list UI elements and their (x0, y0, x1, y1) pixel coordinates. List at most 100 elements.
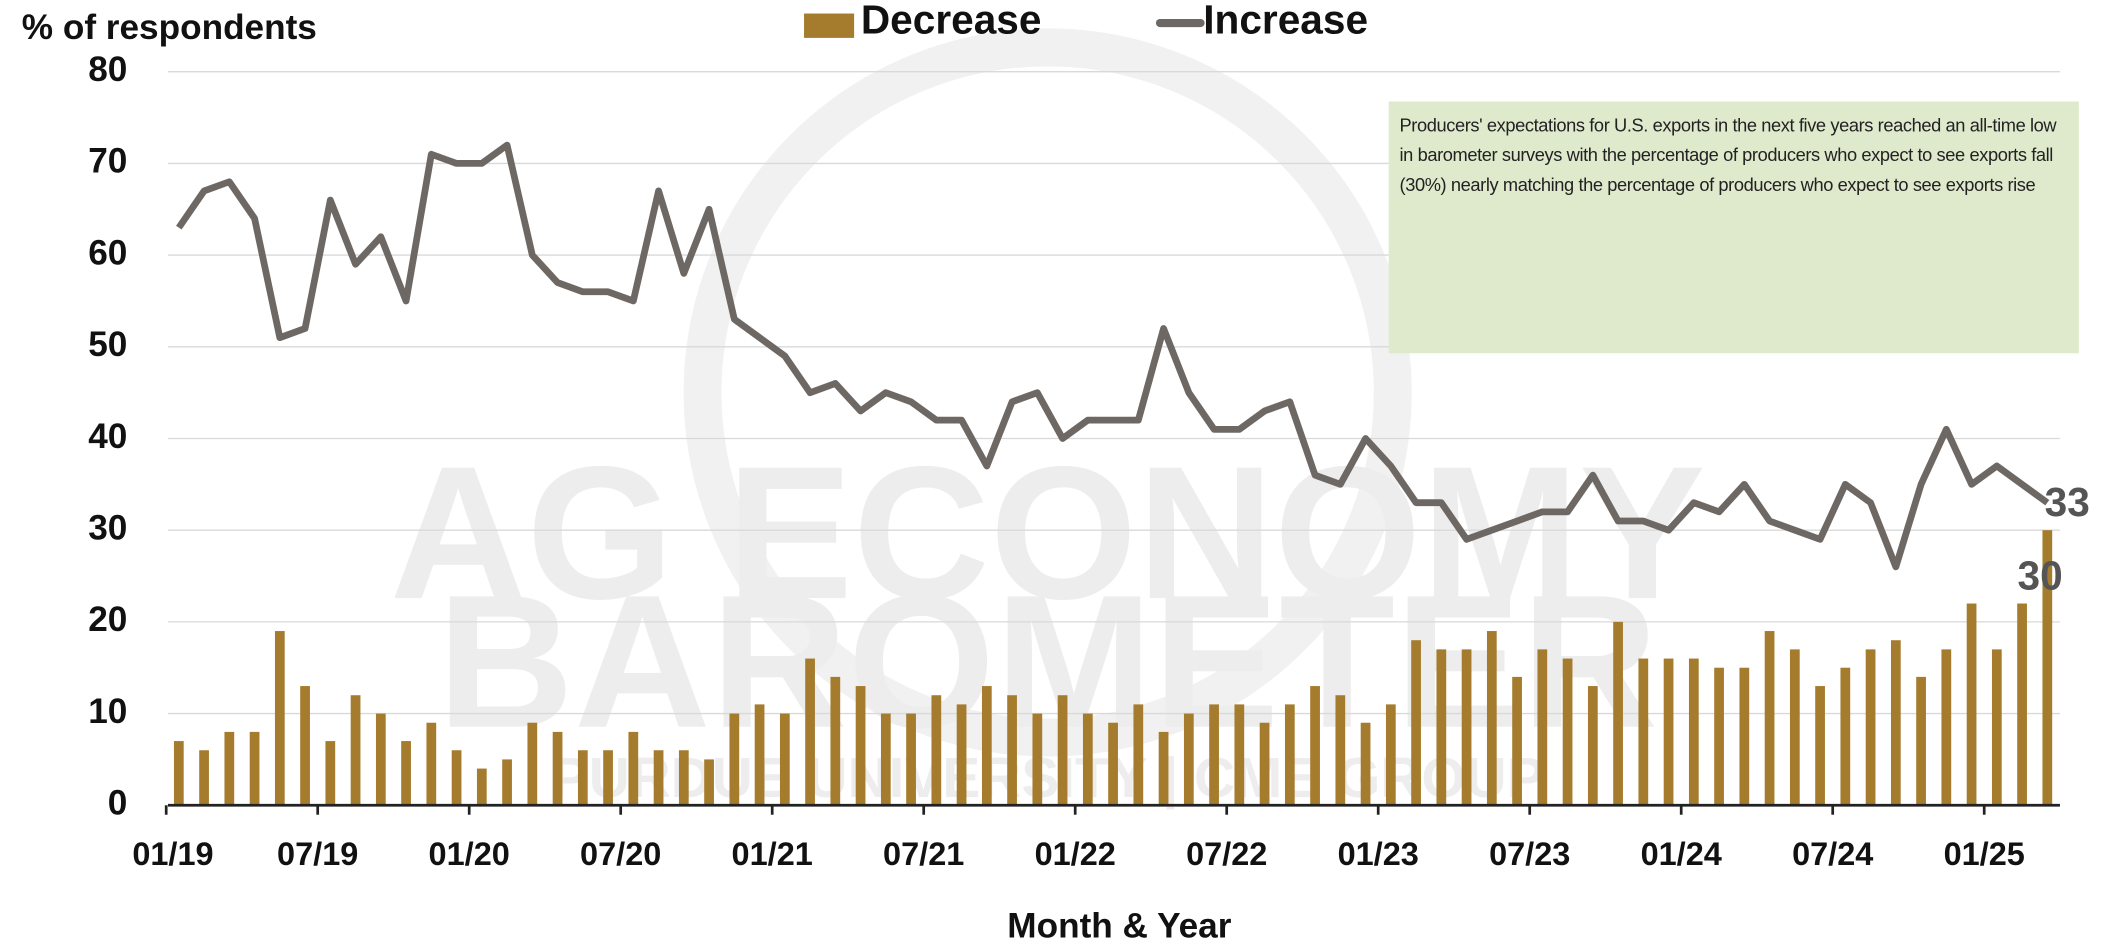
bar (1941, 649, 1952, 806)
bar (1360, 722, 1371, 806)
bar (704, 759, 714, 806)
x-tick-label: 07/21 (883, 836, 964, 872)
bar (1436, 649, 1447, 806)
y-tick-label: 0 (108, 784, 128, 823)
bar (1562, 658, 1573, 806)
bar (1158, 731, 1169, 806)
bar (1234, 704, 1245, 806)
watermark-text: PURDUE UNIVERSITY | CME GROUP (551, 747, 1545, 810)
bar (1310, 686, 1320, 806)
bar (173, 741, 184, 806)
x-tick-label: 07/23 (1489, 836, 1570, 872)
bar (199, 750, 209, 806)
y-tick-label: 60 (88, 233, 127, 272)
x-tick-label: 01/23 (1338, 836, 1419, 872)
y-tick-label: 70 (88, 142, 127, 181)
bar (2042, 530, 2053, 806)
bar (1183, 713, 1194, 806)
bar (1537, 649, 1548, 806)
x-tick-label: 07/22 (1186, 836, 1267, 872)
bar (1916, 676, 1926, 806)
bar (981, 686, 992, 806)
y-tick-label: 20 (88, 600, 127, 639)
bar (855, 686, 866, 806)
bar (1688, 658, 1699, 806)
bar (1032, 713, 1043, 806)
x-tick-label: 01/21 (732, 836, 813, 872)
annotation: Producers' expectations for U.S. exports… (1399, 115, 2057, 195)
data-label: 30 (2018, 553, 2063, 599)
bar (1411, 640, 1421, 806)
bar (1385, 704, 1396, 806)
watermark: AG ECONOMY BAROMETER PURDUE UNIVERSITY |… (390, 28, 1706, 810)
bar (805, 658, 815, 806)
data-label: 33 (2045, 479, 2090, 525)
bar (1486, 631, 1497, 806)
bar (401, 741, 411, 806)
bar (224, 731, 235, 806)
bar (1284, 704, 1295, 806)
bar (1082, 713, 1093, 806)
bar (653, 750, 664, 806)
x-tick-label: 07/19 (277, 836, 358, 872)
x-axis-label: Month & Year (1007, 907, 1231, 946)
bar (1789, 649, 1800, 806)
bar (1865, 649, 1876, 806)
bar (476, 768, 487, 806)
x-tick-label: 07/24 (1792, 836, 1873, 872)
bar (628, 731, 639, 806)
bar (1209, 704, 1219, 806)
bar (577, 750, 588, 806)
bar (527, 722, 538, 806)
bar (1007, 695, 1017, 806)
bar (1133, 704, 1144, 806)
y-tick-label: 40 (88, 417, 127, 456)
bar (1840, 667, 1851, 806)
bar (754, 704, 765, 806)
watermark-gauge (683, 28, 1412, 757)
bar (350, 695, 361, 806)
bar (1714, 667, 1724, 806)
bar (1966, 603, 1977, 806)
y-tick-label: 50 (88, 325, 127, 364)
bar (1335, 695, 1346, 806)
bar (249, 731, 260, 806)
bar (1512, 676, 1522, 806)
x-tick-label: 01/22 (1035, 836, 1116, 872)
bar (1739, 667, 1750, 806)
bar (426, 722, 437, 806)
legend-label: Increase (1203, 0, 1368, 43)
bar (678, 750, 689, 806)
x-tick-label: 01/19 (132, 836, 213, 872)
bar (729, 713, 740, 806)
legend-label: Decrease (861, 0, 1042, 43)
x-tick-label: 01/20 (429, 836, 510, 872)
x-tick-label: 01/24 (1641, 836, 1722, 872)
bar (1764, 631, 1775, 806)
y-tick-label: 80 (88, 50, 127, 89)
bar (1638, 658, 1649, 806)
y-tick-label: 10 (88, 692, 127, 731)
bar (1108, 722, 1118, 806)
bar (274, 631, 285, 806)
bar (300, 686, 310, 806)
bar (931, 695, 942, 806)
bar (880, 713, 891, 806)
watermark-text: BAROMETER (437, 556, 1658, 768)
bar (1259, 722, 1270, 806)
line (176, 141, 2050, 571)
bar (906, 713, 916, 806)
bar (1461, 649, 1472, 806)
bar (830, 676, 841, 806)
bar (1613, 621, 1623, 806)
annotation-text: Producers' expectations for U.S. exports… (1399, 115, 2057, 195)
bar (1890, 640, 1901, 806)
bar (1587, 686, 1598, 806)
x-tick-label: 07/20 (580, 836, 661, 872)
bar (451, 750, 462, 806)
y-axis-label: % of respondents (22, 8, 317, 47)
bar (779, 713, 790, 806)
bar (1057, 695, 1068, 806)
